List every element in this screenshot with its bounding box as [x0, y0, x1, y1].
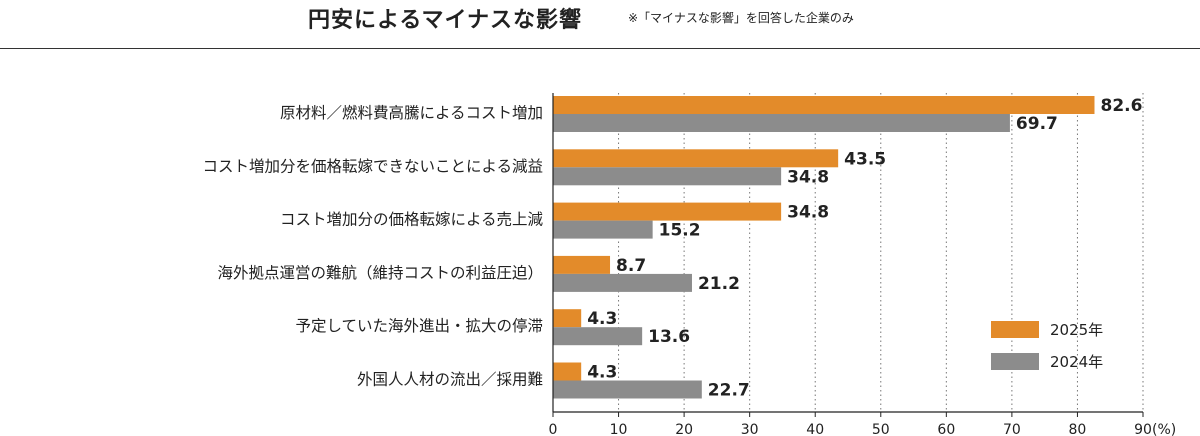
value-label: 13.6: [648, 327, 690, 347]
value-label: 21.2: [698, 274, 740, 294]
category-label: 外国人人材の流出／採用難: [357, 371, 543, 389]
legend-label: 2025年: [1050, 321, 1103, 339]
bar-2024: [553, 167, 782, 186]
value-label: 4.3: [587, 309, 617, 329]
legend: 2025年 2024年: [991, 321, 1103, 371]
value-labels: 82.6 69.7 43.5 34.8 34.8 15.2 8.7 21.2 4.3 13.6 4.…: [587, 96, 1142, 401]
value-label: 4.3: [587, 363, 617, 383]
bar-2025: [553, 96, 1095, 114]
x-unit-label: (%): [1152, 422, 1176, 436]
x-tick-label: 90: [1134, 422, 1152, 436]
category-label: コスト増加分を価格転嫁できないことによる減益: [202, 157, 543, 175]
value-label: 69.7: [1016, 114, 1058, 134]
x-tick-label: 80: [1069, 422, 1087, 436]
grid-lines: [618, 93, 1144, 410]
bar-2024: [553, 273, 692, 292]
value-label: 22.7: [708, 381, 750, 401]
value-label: 43.5: [844, 149, 886, 169]
value-label: 34.8: [787, 167, 829, 187]
bar-2024: [553, 220, 653, 239]
category-labels: 原材料／燃料費高騰によるコスト増加コスト増加分を価格転嫁できないことによる減益コ…: [202, 104, 543, 389]
category-label: 海外拠点運営の難航（維持コストの利益圧迫）: [217, 264, 543, 282]
x-tick-label: 10: [610, 422, 628, 436]
bar-2024: [553, 327, 643, 346]
category-label: 予定していた海外進出・拡大の停滞: [295, 317, 543, 335]
chart-note: ※「マイナスな影響」を回答した企業のみ: [628, 11, 854, 25]
x-tick-label: 40: [806, 422, 824, 436]
value-label: 8.7: [616, 256, 646, 276]
bar-2025: [553, 202, 782, 221]
bar-2024: [553, 380, 702, 399]
x-tick-label: 50: [872, 422, 890, 436]
header-divider: [0, 48, 1200, 49]
legend-swatch-2025: [991, 321, 1039, 338]
bar-2025: [553, 255, 611, 274]
x-tick-label: 0: [549, 422, 558, 436]
x-tick-label: 30: [741, 422, 759, 436]
x-axis: 0 10 20 30 40 50 60 70 80 90 (%): [549, 93, 1176, 436]
bar-2025: [553, 309, 582, 328]
value-label: 15.2: [659, 221, 701, 241]
bar-2025: [553, 362, 582, 381]
category-label: 原材料／燃料費高騰によるコスト増加: [280, 104, 543, 122]
legend-label: 2024年: [1050, 353, 1103, 371]
chart-header: 円安によるマイナスな影響 ※「マイナスな影響」を回答した企業のみ: [0, 0, 1200, 50]
x-tick-label: 20: [675, 422, 693, 436]
legend-swatch-2024: [991, 353, 1039, 370]
value-label: 34.8: [787, 203, 829, 223]
bar-2024: [553, 114, 1010, 132]
chart-title: 円安によるマイナスな影響: [308, 8, 583, 33]
category-label: コスト増加分の価格転嫁による売上減: [280, 211, 544, 229]
bars: [553, 96, 1095, 399]
value-label: 82.6: [1100, 96, 1142, 116]
x-tick-label: 70: [1003, 422, 1021, 436]
bar-2025: [553, 149, 839, 168]
x-tick-label: 60: [937, 422, 955, 436]
